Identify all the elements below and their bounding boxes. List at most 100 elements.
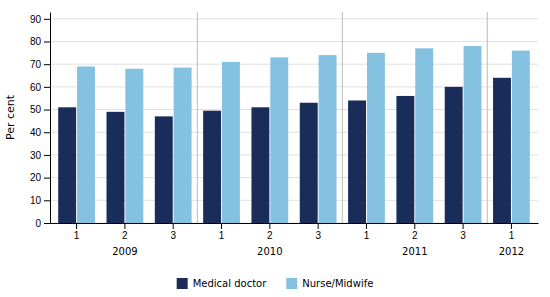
legend-swatch xyxy=(286,278,297,289)
bar xyxy=(445,87,463,223)
y-tick: 90 xyxy=(30,14,50,25)
x-tick-mark xyxy=(414,223,415,229)
y-tick-label: 10 xyxy=(30,195,42,206)
bar xyxy=(396,96,414,223)
y-tick-label: 70 xyxy=(30,59,42,70)
x-tick-mark xyxy=(366,223,367,229)
y-tick-mark xyxy=(44,223,50,224)
separators xyxy=(197,12,487,223)
bar xyxy=(493,78,511,223)
y-tick-mark xyxy=(44,200,50,201)
x-tick: 1 xyxy=(74,223,80,241)
x-tick-label: 2 xyxy=(412,230,418,241)
bar xyxy=(155,116,173,223)
x-tick-mark xyxy=(124,223,125,229)
y-tick: 30 xyxy=(30,150,50,161)
legend-item: Medical doctor xyxy=(177,278,267,289)
bars xyxy=(58,46,530,223)
bar xyxy=(300,103,318,223)
legend-swatch xyxy=(177,278,188,289)
bar xyxy=(125,69,143,223)
x-tick: 2 xyxy=(412,223,418,241)
group-label: 2010 xyxy=(257,246,282,257)
x-axis-line xyxy=(51,223,539,224)
group-label: 2012 xyxy=(499,246,524,257)
y-tick-mark xyxy=(44,19,50,20)
bar xyxy=(348,100,366,223)
x-tick: 1 xyxy=(364,223,370,241)
y-tick-mark xyxy=(44,110,50,111)
y-tick: 70 xyxy=(30,59,50,70)
x-tick-label: 2 xyxy=(267,230,273,241)
bar xyxy=(270,57,288,223)
y-tick-label: 50 xyxy=(30,104,42,115)
y-tick-label: 30 xyxy=(30,150,42,161)
y-tick: 60 xyxy=(30,82,50,93)
bar xyxy=(77,66,95,223)
bar xyxy=(222,62,240,223)
bar xyxy=(251,107,269,223)
x-tick-mark xyxy=(269,223,270,229)
group-label: 2009 xyxy=(112,246,137,257)
x-tick-label: 1 xyxy=(364,230,370,241)
y-tick-label: 20 xyxy=(30,172,42,183)
y-tick: 20 xyxy=(30,172,50,183)
y-tick-label: 40 xyxy=(30,127,42,138)
y-tick: 0 xyxy=(35,218,50,229)
y-tick-label: 80 xyxy=(30,36,42,47)
separator xyxy=(342,12,343,223)
y-tick: 80 xyxy=(30,36,50,47)
x-tick: 2 xyxy=(122,223,128,241)
x-tick-mark xyxy=(76,223,77,229)
y-tick-mark xyxy=(44,87,50,88)
group-labels: 2009 2010 2011 2012 xyxy=(112,246,524,257)
bar xyxy=(107,112,125,223)
y-axis-line xyxy=(50,13,51,224)
bar xyxy=(512,51,530,223)
y-tick-mark xyxy=(44,155,50,156)
x-tick: 2 xyxy=(267,223,273,241)
grid-line xyxy=(50,18,538,19)
x-tick-mark xyxy=(173,223,174,229)
x-tick: 1 xyxy=(509,223,515,241)
y-tick-label: 0 xyxy=(35,218,41,229)
legend-label: Medical doctor xyxy=(193,278,267,289)
x-axis: 1 2 3 1 2 3 1 2 3 1 xyxy=(51,223,539,241)
separator xyxy=(197,12,198,223)
bar xyxy=(319,55,337,223)
x-tick: 1 xyxy=(219,223,225,241)
x-tick-label: 3 xyxy=(460,230,466,241)
x-tick-mark xyxy=(318,223,319,229)
legend: Medical doctor Nurse/Midwife xyxy=(177,278,374,289)
bar xyxy=(464,46,482,223)
bar xyxy=(367,53,385,223)
y-tick-label: 60 xyxy=(30,82,42,93)
x-tick-label: 3 xyxy=(315,230,321,241)
y-axis-title: Per cent xyxy=(4,94,17,140)
y-tick: 40 xyxy=(30,127,50,138)
y-tick-label: 90 xyxy=(30,14,42,25)
y-tick-mark xyxy=(44,64,50,65)
legend-label: Nurse/Midwife xyxy=(302,278,373,289)
y-tick-mark xyxy=(44,178,50,179)
y-axis: 0 10 20 30 40 50 60 70 80 90 xyxy=(30,13,51,229)
x-tick-label: 1 xyxy=(74,230,80,241)
x-tick-label: 1 xyxy=(509,230,515,241)
x-tick: 3 xyxy=(315,223,321,241)
x-tick-mark xyxy=(221,223,222,229)
y-tick: 50 xyxy=(30,104,50,115)
x-tick-label: 1 xyxy=(219,230,225,241)
legend-item: Nurse/Midwife xyxy=(286,278,373,289)
y-tick: 10 xyxy=(30,195,50,206)
separator xyxy=(487,12,488,223)
x-tick: 3 xyxy=(170,223,176,241)
x-tick-mark xyxy=(511,223,512,229)
plot: 0 10 20 30 40 50 60 70 80 90 1 2 3 1 2 3 1 2 3 1 2009 2010 201… xyxy=(30,12,539,257)
x-tick: 3 xyxy=(460,223,466,241)
grid xyxy=(50,19,538,223)
grid-line xyxy=(50,41,538,42)
group-label: 2011 xyxy=(402,246,427,257)
x-tick-label: 2 xyxy=(122,230,128,241)
bar xyxy=(203,111,221,223)
bar xyxy=(174,68,192,223)
